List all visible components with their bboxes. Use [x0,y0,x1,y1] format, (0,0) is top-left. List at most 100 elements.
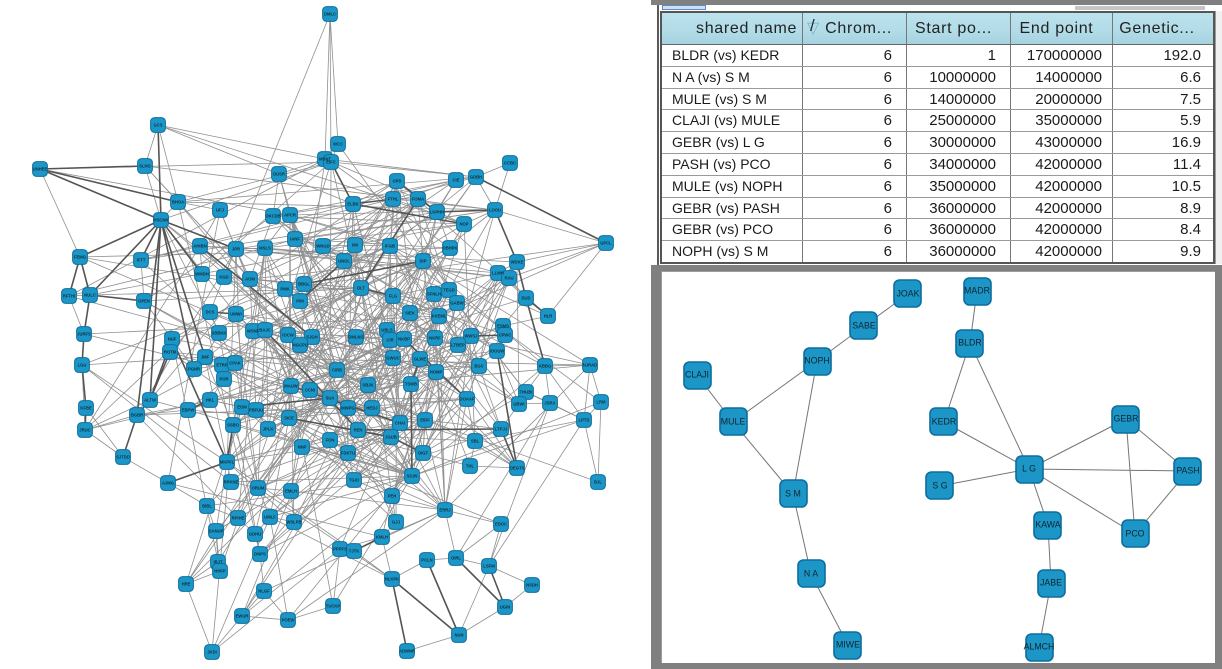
svg-text:KAWA: KAWA [1035,520,1060,530]
svg-text:SIEK: SIEK [405,310,415,315]
svg-text:BJL: BJL [594,479,602,484]
svg-text:ELBK: ELBK [347,201,358,206]
svg-text:EOM: EOM [237,404,247,409]
svg-text:GDBH: GDBH [470,174,482,179]
svg-text:KBBG: KBBG [539,363,551,368]
svg-text:ALTW: ALTW [144,397,156,402]
svg-text:OIRL: OIRL [451,555,461,560]
svg-text:PASH: PASH [1176,466,1199,476]
svg-text:EIFC: EIFC [326,159,336,164]
svg-text:KEDR: KEDR [932,417,956,427]
svg-text:RFTHI: RFTHI [63,293,75,298]
svg-text:TEGD: TEGD [443,287,455,292]
svg-text:NKBP: NKBP [398,336,410,341]
svg-text:S G: S G [932,481,947,491]
svg-text:FDKTU: FDKTU [341,450,355,455]
svg-text:NJRAD: NJRAD [583,362,597,367]
svg-text:ALMCH: ALMCH [1024,642,1055,652]
svg-text:HLKPK: HLKPK [385,576,399,581]
svg-text:FOMA: FOMA [412,196,424,201]
svg-text:SBBKK: SBBKK [212,330,227,335]
svg-text:LRM: LRM [596,399,606,404]
svg-text:CIRB: CIRB [332,367,342,372]
svg-text:SJGH: SJGH [306,334,317,339]
svg-text:PIM: PIM [296,298,304,303]
svg-text:THL: THL [466,463,475,468]
svg-text:NLGF: NLGF [258,588,270,593]
svg-text:UGIN: UGIN [500,604,510,609]
svg-text:BHOA: BHOA [172,199,184,204]
svg-text:BAJC: BAJC [259,327,270,332]
svg-text:EWUR: EWUR [236,613,249,618]
svg-text:WCC: WCC [333,141,343,146]
svg-text:SBL: SBL [471,438,480,443]
svg-text:UMWI: UMWI [230,311,242,316]
svg-text:CIR: CIR [386,337,393,342]
svg-text:SJTDD: SJTDD [116,454,130,459]
svg-text:MULE: MULE [721,417,746,427]
svg-text:JKDI: JKDI [207,649,217,654]
svg-text:WMDH: WMDH [195,271,209,276]
svg-text:CLAJI: CLAJI [685,370,709,380]
svg-text:JSRA: JSRA [544,400,555,405]
svg-text:REN: REN [354,427,363,432]
svg-text:DCS: DCS [206,309,215,314]
svg-text:FON: FON [326,437,335,442]
svg-text:TSWB: TSWB [405,381,417,386]
svg-text:DUD: DUD [521,295,530,300]
svg-text:MKPFL: MKPFL [220,459,235,464]
svg-text:IFTT: IFTT [137,257,146,262]
svg-text:UNHEE: UNHEE [33,166,48,171]
svg-text:FLG: FLG [389,293,397,298]
svg-text:GABW: GABW [450,300,463,305]
svg-text:BGC: BGC [474,363,483,368]
svg-text:UNOL: UNOL [338,258,350,263]
svg-text:MGCPU: MGCPU [292,342,308,347]
svg-text:CCNI: CCNI [305,387,315,392]
svg-text:NKRF: NKRF [429,335,441,340]
svg-text:JRUC: JRUC [79,427,90,432]
svg-text:CHAI: CHAI [395,420,405,425]
svg-text:NOP: NOP [459,221,468,226]
svg-text:UFJ: UFJ [216,207,225,212]
svg-text:PBFUU: PBFUU [249,407,263,412]
svg-text:PMK: PMK [280,286,289,291]
svg-text:CIE: CIE [453,177,460,182]
svg-text:KKEML: KKEML [432,313,447,318]
svg-text:NSDH: NSDH [526,582,538,587]
svg-text:LGU: LGU [78,362,87,367]
svg-text:THUBI: THUBI [520,389,533,394]
svg-text:HHFP: HHFP [214,568,226,573]
svg-text:SSJN: SSJN [407,473,418,478]
svg-text:NNP: NNP [298,444,307,449]
svg-text:MADR: MADR [964,286,990,296]
svg-text:APCR: APCR [284,212,296,217]
svg-text:EIDF: EIDF [420,417,430,422]
svg-text:HLR: HLR [544,313,553,318]
svg-text:LTPJJ: LTPJJ [495,426,508,431]
svg-text:KMLH: KMLH [376,534,388,539]
svg-text:TUCKP: TUCKP [326,603,341,608]
svg-text:KFBE: KFBE [80,405,92,410]
svg-text:OEGTS: OEGTS [510,465,525,470]
svg-text:EMLH: EMLH [285,488,297,493]
svg-text:PGNR: PGNR [188,366,200,371]
svg-text:DANUP: DANUP [209,528,224,533]
svg-text:SBJK: SBJK [362,382,373,387]
svg-text:HEDJ: HEDJ [366,405,378,410]
svg-text:NULC: NULC [84,292,96,297]
svg-text:LKPHH: LKPHH [430,209,444,214]
svg-text:HRE: HRE [182,581,191,586]
svg-text:MWPG: MWPG [341,405,355,410]
svg-text:SABE: SABE [852,321,876,331]
svg-text:MAUW: MAUW [284,383,298,388]
svg-text:SICE: SICE [284,415,294,420]
svg-text:OKCDB: OKCDB [265,213,280,218]
svg-text:JPR: JPR [232,246,240,251]
svg-text:FTHL: FTHL [388,196,399,201]
svg-text:NUF: NUF [168,336,177,341]
svg-text:OPD: OPD [392,178,401,183]
svg-text:S M: S M [785,489,801,499]
svg-text:ERRJ: ERRJ [439,507,451,512]
svg-text:BBGL: BBGL [298,281,310,286]
